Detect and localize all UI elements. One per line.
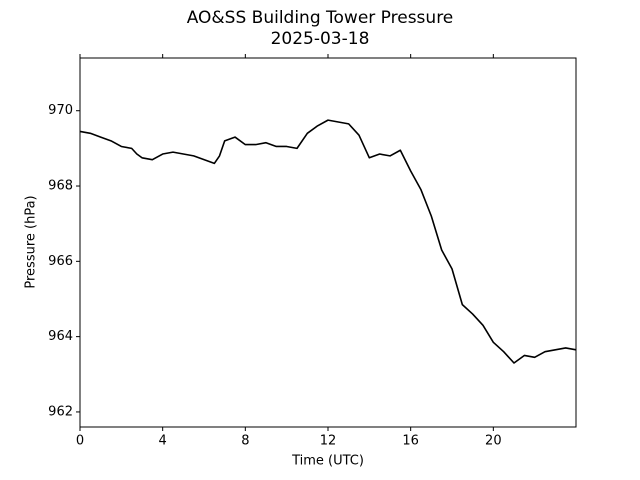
y-tick-label: 968 (48, 179, 73, 194)
x-tick-label: 20 (485, 434, 502, 449)
y-tick-label: 970 (48, 103, 73, 118)
y-tick-label: 964 (48, 329, 73, 344)
x-tick-label: 8 (241, 434, 249, 449)
x-tick-label: 12 (320, 434, 337, 449)
x-tick-label: 16 (402, 434, 419, 449)
x-axis-label: Time (UTC) (291, 454, 364, 469)
x-tick-label: 4 (159, 434, 167, 449)
chart-title: AO&SS Building Tower Pressure (187, 8, 454, 28)
x-tick-label: 0 (76, 434, 84, 449)
y-axis-label: Pressure (hPa) (24, 195, 39, 288)
y-tick-label: 962 (48, 404, 73, 419)
data-line (79, 119, 577, 364)
plot-frame (79, 57, 577, 428)
chart-subtitle: 2025-03-18 (271, 29, 370, 49)
y-tick-label: 966 (48, 254, 73, 269)
